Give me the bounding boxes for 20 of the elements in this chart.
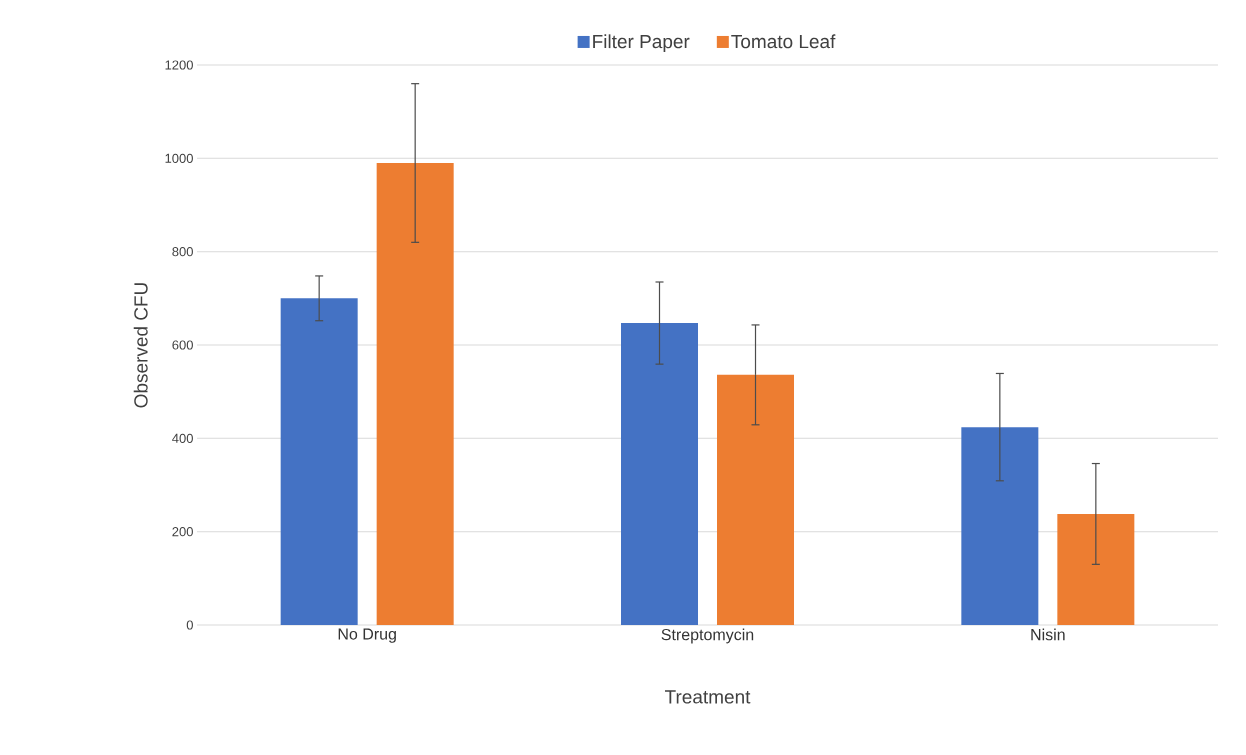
bar — [376, 163, 454, 625]
x-tick-label: No Drug — [338, 628, 396, 643]
bar — [280, 298, 358, 625]
x-tick-label: Streptomycin — [661, 628, 754, 644]
legend-label: Tomato Leaf — [731, 34, 836, 49]
bar — [1057, 513, 1135, 625]
bar — [717, 374, 795, 625]
y-tick-label: 1000 — [165, 153, 193, 163]
y-tick-label: 0 — [186, 620, 193, 630]
y-tick-label: 600 — [172, 340, 193, 350]
bar — [961, 427, 1039, 625]
x-axis-title: Treatment — [664, 690, 751, 704]
y-tick-label: 200 — [172, 527, 193, 537]
legend-label: Filter Paper — [593, 34, 690, 53]
x-tick-label: Nisin — [1031, 628, 1065, 641]
bar — [621, 323, 698, 625]
y-axis-title: Observed CFU — [133, 283, 148, 408]
y-tick-label: 400 — [172, 433, 193, 443]
y-tick-label: 800 — [172, 247, 193, 257]
y-tick-label: 1200 — [165, 60, 193, 70]
